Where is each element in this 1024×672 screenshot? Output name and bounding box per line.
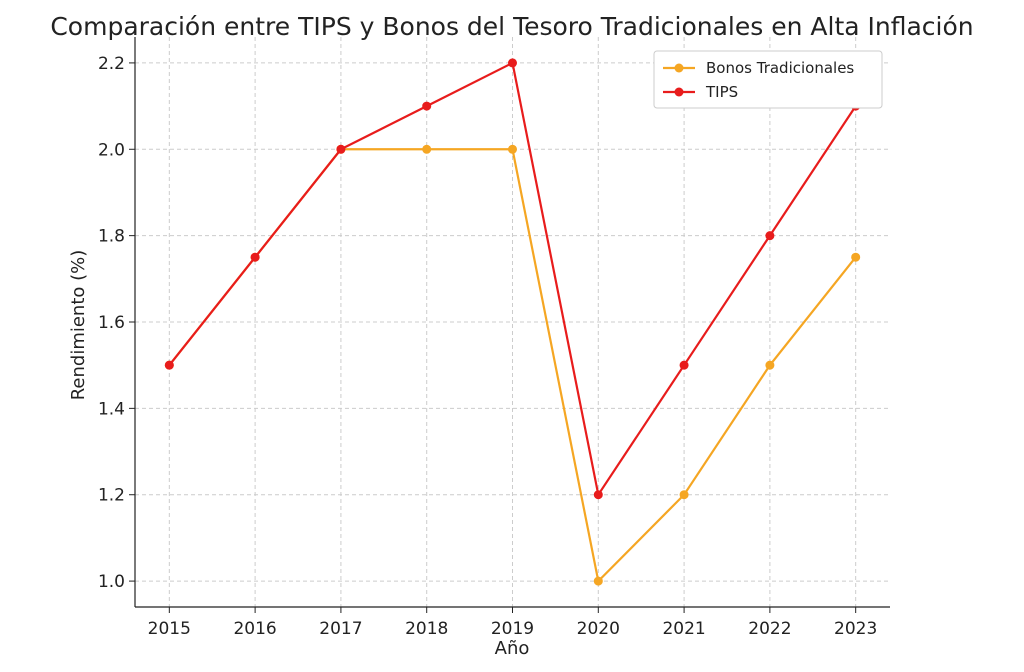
legend-label: Bonos Tradicionales: [706, 59, 854, 77]
x-tick-label: 2023: [834, 619, 877, 639]
chart-title: Comparación entre TIPS y Bonos del Tesor…: [50, 12, 973, 41]
x-tick-label: 2022: [748, 619, 791, 639]
y-tick-label: 1.0: [98, 572, 125, 592]
ticks: 2015 2016 2017 2018 2019 2020 2021 2022 2023 1.0 1…: [98, 54, 877, 639]
x-tick-label: 2018: [405, 619, 448, 639]
legend-swatch-marker: [674, 87, 684, 97]
data-point-tips: [679, 360, 689, 370]
data-point-bonos-tradicionales: [765, 360, 775, 370]
data-point-bonos-tradicionales: [593, 576, 603, 586]
x-tick-label: 2015: [148, 619, 191, 639]
data-point-tips: [422, 101, 432, 111]
y-tick-label: 2.0: [98, 140, 125, 160]
y-tick-label: 1.6: [98, 313, 125, 333]
legend-item-tips: TIPS: [663, 83, 738, 101]
x-tick-label: 2016: [233, 619, 276, 639]
legend-item-bonos-tradicionales: Bonos Tradicionales: [663, 59, 854, 77]
y-tick-label: 2.2: [98, 54, 125, 74]
y-tick-label: 1.8: [98, 227, 125, 247]
y-tick-label: 1.2: [98, 486, 125, 506]
data-point-tips: [508, 58, 517, 68]
data-point-bonos-tradicionales: [851, 252, 861, 262]
x-tick-label: 2021: [662, 619, 705, 639]
data-point-tips: [593, 490, 603, 500]
x-tick-label: 2017: [319, 619, 362, 639]
grid: [135, 37, 890, 607]
x-axis-label: Año: [495, 638, 530, 659]
data-point-bonos-tradicionales: [679, 490, 689, 500]
data-point-bonos-tradicionales: [508, 144, 517, 154]
series-bonos-tradicionales: [164, 144, 861, 586]
legend-label: TIPS: [705, 83, 738, 101]
y-tick-label: 1.4: [98, 399, 125, 419]
legend-box: [653, 50, 883, 109]
y-axis-label: Rendimiento (%): [68, 250, 89, 401]
legend-swatch-marker: [674, 63, 684, 73]
data-point-tips: [164, 360, 174, 370]
data-point-tips: [250, 252, 260, 262]
series-tips: [164, 58, 861, 500]
data-point-bonos-tradicionales: [422, 144, 432, 154]
x-tick-label: 2020: [577, 619, 620, 639]
x-tick-label: 2019: [491, 619, 534, 639]
data-point-tips: [336, 144, 346, 154]
series-layer: [164, 58, 861, 586]
legend: Bonos Tradicionales TIPS: [653, 50, 883, 109]
data-point-tips: [765, 231, 775, 241]
